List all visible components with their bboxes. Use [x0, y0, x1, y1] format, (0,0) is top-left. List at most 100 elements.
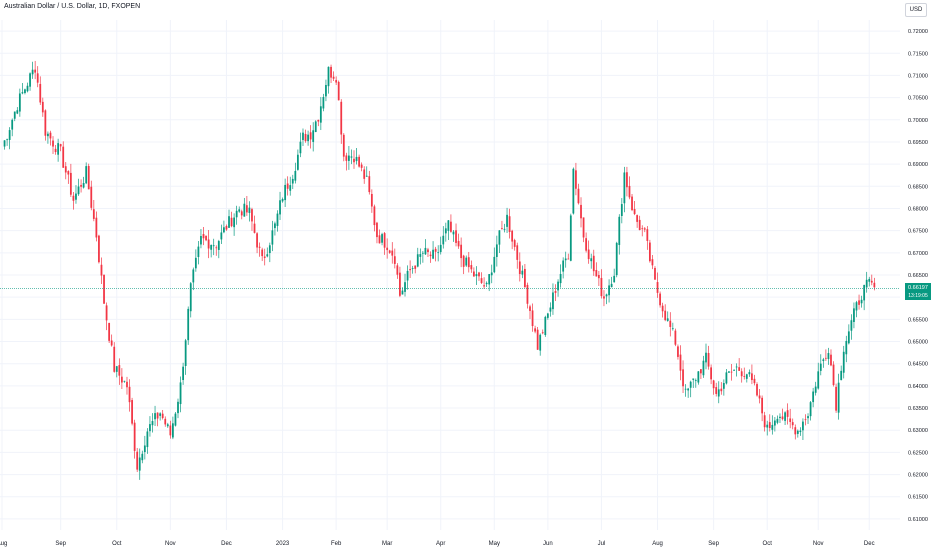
candle-body [467, 257, 470, 268]
candle-body [554, 291, 557, 293]
candle-body [707, 352, 710, 367]
candle-body [595, 270, 598, 277]
candle-body [233, 217, 236, 228]
candle-body [151, 421, 154, 426]
price-tick-label: 0.72000 [908, 29, 928, 35]
price-axis[interactable]: 0.72000 0.71500 0.71000 0.70500 0.70000 0.695… [908, 29, 928, 523]
time-tick-label: Mar [382, 541, 392, 547]
candle-body [654, 267, 656, 280]
candle-body [118, 365, 121, 376]
candle-body [156, 412, 159, 419]
candle-body [337, 81, 340, 101]
candle-body [11, 119, 14, 130]
candle-body [840, 370, 843, 381]
candle-body [450, 221, 452, 232]
candle-body [304, 133, 307, 142]
candle-body [363, 169, 366, 179]
candle-body [281, 199, 284, 202]
candle-body [52, 140, 54, 147]
candle-body [697, 371, 700, 383]
candle-body [296, 154, 299, 170]
candle-body [544, 316, 547, 336]
candle-body [332, 76, 335, 79]
candle-body [189, 283, 192, 312]
price-tick-label: 0.67000 [908, 251, 928, 257]
candle-body [771, 424, 774, 430]
candle-body [143, 445, 146, 453]
candle-body [447, 220, 450, 231]
candle-body [773, 420, 776, 426]
price-tick-label: 0.65500 [908, 317, 928, 323]
candle-body [508, 216, 511, 233]
candle-body [776, 418, 779, 423]
candle-body [873, 282, 876, 288]
candle-body [263, 256, 266, 258]
candle-body [789, 418, 792, 422]
candle-body [353, 158, 355, 163]
candle-body [460, 244, 463, 259]
candle-body [416, 254, 419, 267]
candle-body [608, 285, 610, 296]
time-axis[interactable]: Aug Sep Oct Nov Dec 2023 Feb Mar Apr May Jun Jul Aug… [0, 541, 875, 547]
candle-body [529, 306, 531, 311]
candle-body [18, 93, 21, 112]
candle-body [564, 258, 567, 261]
candle-body [490, 272, 493, 276]
candle-body [39, 83, 42, 103]
candle-body [72, 195, 75, 201]
currency-button[interactable]: USD [905, 3, 927, 17]
candle-body [24, 89, 26, 94]
price-tick-label: 0.70500 [908, 96, 928, 102]
candle-body [319, 106, 322, 123]
candle-body [541, 332, 544, 334]
candle-body [169, 425, 172, 436]
candle-body [511, 230, 514, 242]
candle-body [350, 156, 353, 158]
candle-body [710, 367, 712, 380]
time-tick-label: Jun [543, 541, 553, 547]
candle-body [628, 185, 631, 198]
candle-body [842, 351, 845, 373]
candle-body [503, 228, 506, 230]
candle-body [626, 172, 628, 188]
candle-body [95, 217, 98, 238]
candle-body [802, 421, 804, 431]
price-tick-label: 0.62500 [908, 450, 928, 456]
candle-body [651, 259, 654, 266]
candle-body [197, 246, 200, 258]
candle-body [796, 430, 799, 434]
candle-body [756, 384, 758, 396]
candle-body [432, 249, 434, 259]
candle-body [702, 360, 705, 376]
candle-body [539, 334, 542, 351]
candle-body [493, 256, 496, 273]
candle-body [735, 366, 738, 368]
candle-body [615, 242, 618, 276]
candle-body [215, 247, 218, 249]
candle-body [245, 205, 248, 213]
candle-body [824, 357, 827, 359]
candle-body [470, 265, 473, 270]
candle-body [16, 110, 19, 114]
candle-body [766, 424, 769, 428]
candle-body [633, 209, 636, 215]
candle-body [98, 235, 100, 263]
candle-body [580, 204, 582, 219]
candle-body [256, 233, 258, 248]
candle-body [835, 386, 837, 411]
candle-body [133, 422, 136, 451]
candle-body [656, 282, 659, 293]
candle-body [41, 101, 44, 113]
candle-body [105, 305, 108, 321]
candle-body [666, 318, 669, 321]
candle-body [715, 387, 718, 394]
time-tick-label: Apr [436, 541, 445, 547]
candle-body [860, 299, 863, 304]
price-tick-label: 0.61500 [908, 495, 928, 501]
candle-body [552, 292, 554, 310]
candle-body [8, 130, 11, 140]
candle-body [57, 143, 60, 155]
candle-body [743, 376, 746, 377]
candle-body [200, 236, 202, 245]
